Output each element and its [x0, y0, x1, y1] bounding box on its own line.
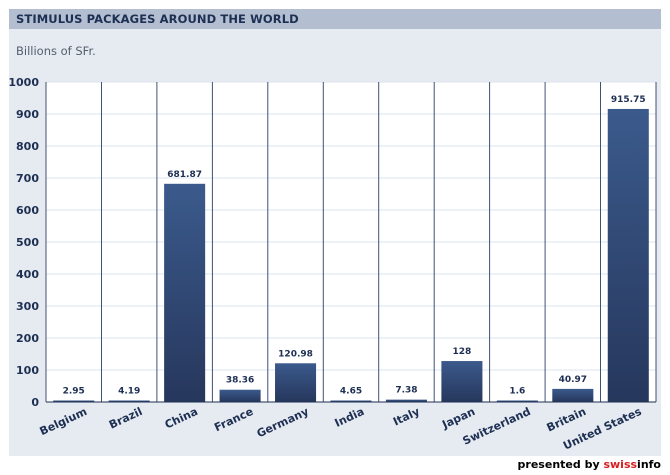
bar [552, 388, 594, 402]
data-label: 4.65 [340, 387, 362, 397]
data-labels: 2.95 4.19 681.87 38.36 120.98 4.65 7.38 128 1.6 4… [63, 95, 646, 397]
x-tick-label: Britain [545, 405, 588, 434]
data-label: 120.98 [278, 349, 313, 359]
y-tick-label: 600 [16, 204, 39, 217]
y-tick-label: 200 [16, 332, 39, 345]
bar [441, 361, 483, 402]
data-label: 2.95 [63, 387, 85, 397]
y-tick-label: 0 [31, 396, 39, 409]
data-label: 915.75 [611, 95, 646, 105]
x-tick-label: Italy [391, 405, 422, 428]
bar [108, 400, 150, 402]
x-tick-labels: Belgium Brazil China France Germany India Ital… [38, 405, 644, 453]
data-label: 4.19 [118, 387, 140, 397]
x-tick-label: Brazil [107, 405, 144, 432]
credit-prefix: presented by [517, 458, 600, 471]
credit-brand-swiss: swiss [603, 458, 638, 471]
y-tick-label: 700 [16, 172, 39, 185]
credit: presented by swissinfo [518, 458, 661, 471]
gridlines [46, 81, 656, 371]
y-tick-label: 900 [16, 108, 39, 121]
y-tick-label: 100 [16, 364, 39, 377]
credit-brand-info: info [637, 458, 661, 471]
chart-title: STIMULUS PACKAGES AROUND THE WORLD [16, 12, 299, 26]
data-label: 1.6 [509, 387, 525, 397]
bar [219, 389, 261, 402]
bar [53, 400, 95, 402]
data-label: 681.87 [167, 170, 202, 180]
bar [330, 400, 372, 402]
y-tick-label: 1000 [8, 76, 39, 89]
x-tick-label: India [333, 405, 367, 430]
y-tick-label: 400 [16, 268, 39, 281]
x-tick-label: China [163, 405, 200, 432]
y-tick-label: 300 [16, 300, 39, 313]
data-label: 128 [453, 347, 472, 357]
chart-title-bar: STIMULUS PACKAGES AROUND THE WORLD [9, 9, 661, 29]
bar [385, 399, 427, 402]
data-label: 38.36 [226, 376, 254, 386]
unit-label: Billions of SFr. [16, 44, 96, 58]
data-label: 7.38 [395, 386, 417, 396]
x-tick-label: Belgium [38, 405, 89, 438]
bar [607, 108, 649, 403]
y-tick-label: 800 [16, 140, 39, 153]
bar [275, 363, 317, 402]
x-tick-label: France [212, 405, 255, 434]
y-tick-labels: 0 100 200 300 400 500 600 700 800 900 1000 [8, 76, 39, 409]
x-tick-label: Germany [255, 405, 311, 440]
data-label: 40.97 [559, 375, 587, 385]
y-tick-label: 500 [16, 236, 39, 249]
bar [496, 400, 538, 402]
bar [164, 183, 206, 402]
category-separators [45, 82, 657, 402]
bars [53, 108, 649, 403]
x-tick-label: Japan [439, 405, 477, 432]
